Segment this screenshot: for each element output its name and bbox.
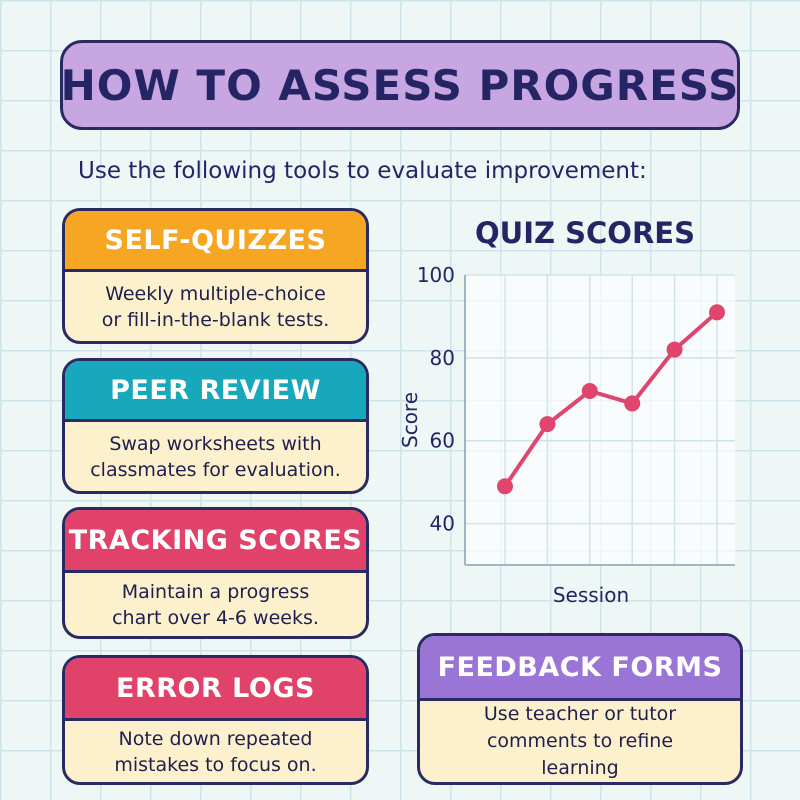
quiz-scores-chart: QUIZ SCORES 40 60 80 100 Session Score	[398, 216, 735, 607]
data-point	[581, 383, 598, 399]
y-tick-label: 100	[417, 263, 455, 287]
data-point	[624, 395, 641, 412]
card-text-line: or fill-in-the-blank tests.	[101, 308, 330, 331]
title-banner: HOW TO ASSESS PROGRESS	[60, 40, 740, 130]
y-tick-label: 60	[430, 429, 455, 453]
series-line	[503, 310, 719, 488]
card-text-line: comments to refine	[486, 730, 674, 752]
card-heading: TRACKING SCORES	[65, 510, 366, 573]
card-text-line: Use teacher or tutor	[483, 703, 677, 725]
card-heading: PEER REVIEW	[65, 361, 366, 422]
card-text-line: Note down repeated	[118, 727, 313, 750]
card-text-line: classmates for evaluation.	[90, 458, 341, 481]
y-tick-labels: 40 60 80 100	[417, 263, 455, 536]
card-feedback-forms: FEEDBACK FORMS Use teacher or tutor comm…	[417, 633, 743, 785]
grid-horizontal	[465, 274, 735, 525]
y-tick-label: 40	[430, 512, 455, 536]
card-heading: ERROR LOGS	[65, 658, 366, 721]
data-point	[497, 478, 513, 495]
y-tick-label: 80	[430, 346, 455, 370]
card-body: Use teacher or tutor comments to refine …	[420, 701, 740, 782]
card-error-logs: ERROR LOGS Note down repeated mistakes t…	[62, 655, 369, 785]
plot-area	[465, 275, 735, 565]
card-body: Weekly multiple-choice or fill-in-the-bl…	[65, 272, 366, 341]
card-heading: FEEDBACK FORMS	[420, 636, 740, 701]
card-text-line: Maintain a progress	[121, 580, 310, 603]
card-self-quizzes: SELF-QUIZZES Weekly multiple-choice or f…	[62, 208, 369, 344]
card-heading: SELF-QUIZZES	[65, 211, 366, 272]
card-body: Note down repeated mistakes to focus on.	[65, 721, 366, 782]
card-body: Swap worksheets with classmates for eval…	[65, 422, 366, 491]
chart-title: QUIZ SCORES	[475, 216, 695, 250]
x-axis-label: Session	[553, 583, 629, 607]
intro-text: Use the following tools to evaluate impr…	[78, 158, 647, 184]
card-peer-review: PEER REVIEW Swap worksheets with classma…	[62, 358, 369, 494]
card-tracking-scores: TRACKING SCORES Maintain a progress char…	[62, 507, 369, 639]
data-point	[666, 341, 683, 358]
card-text-line: mistakes to focus on.	[114, 753, 317, 776]
card-text-line: chart over 4-6 weeks.	[112, 606, 319, 629]
page-title: HOW TO ASSESS PROGRESS	[60, 60, 740, 110]
card-body: Maintain a progress chart over 4-6 weeks…	[65, 573, 366, 636]
y-axis-label: Score	[398, 392, 422, 448]
card-text-line: learning	[541, 757, 619, 779]
card-text-line: Swap worksheets with	[109, 432, 322, 455]
data-point	[709, 304, 725, 321]
data-point	[539, 416, 556, 433]
card-text-line: Weekly multiple-choice	[105, 282, 326, 305]
data-points	[497, 304, 725, 495]
